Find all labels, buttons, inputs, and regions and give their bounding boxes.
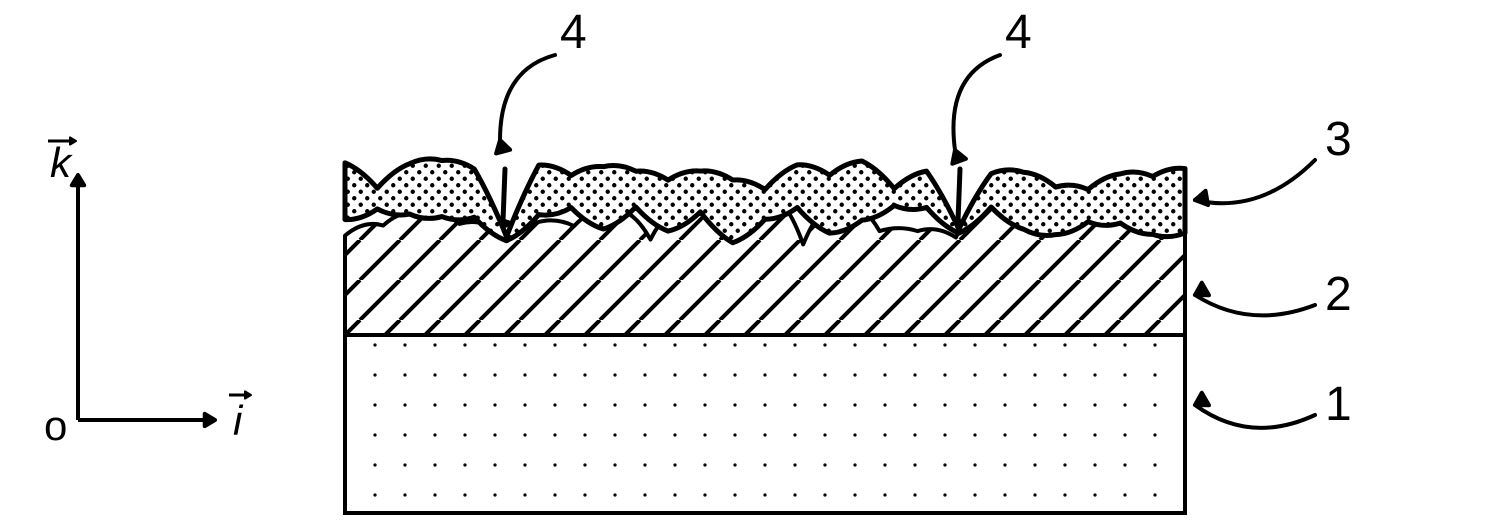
axis-x-label: i bbox=[233, 397, 244, 444]
callout-number: 3 bbox=[1325, 113, 1352, 166]
substrate-layer bbox=[345, 335, 1185, 513]
crack-mark bbox=[503, 169, 509, 223]
crack-mark bbox=[958, 169, 964, 223]
callout-number: 4 bbox=[1005, 6, 1032, 59]
callout: 3 bbox=[1195, 113, 1352, 205]
callout: 2 bbox=[1195, 268, 1352, 321]
axis-y-label: k bbox=[50, 139, 73, 186]
callout: 1 bbox=[1195, 378, 1352, 431]
axis-origin-label: o bbox=[44, 402, 67, 449]
callout: 4 bbox=[496, 6, 587, 153]
coordinate-axes: o i k bbox=[44, 137, 251, 449]
callout-number: 1 bbox=[1325, 378, 1352, 431]
callout-number: 2 bbox=[1325, 268, 1352, 321]
callout-number: 4 bbox=[560, 6, 587, 59]
callout: 4 bbox=[952, 6, 1031, 164]
